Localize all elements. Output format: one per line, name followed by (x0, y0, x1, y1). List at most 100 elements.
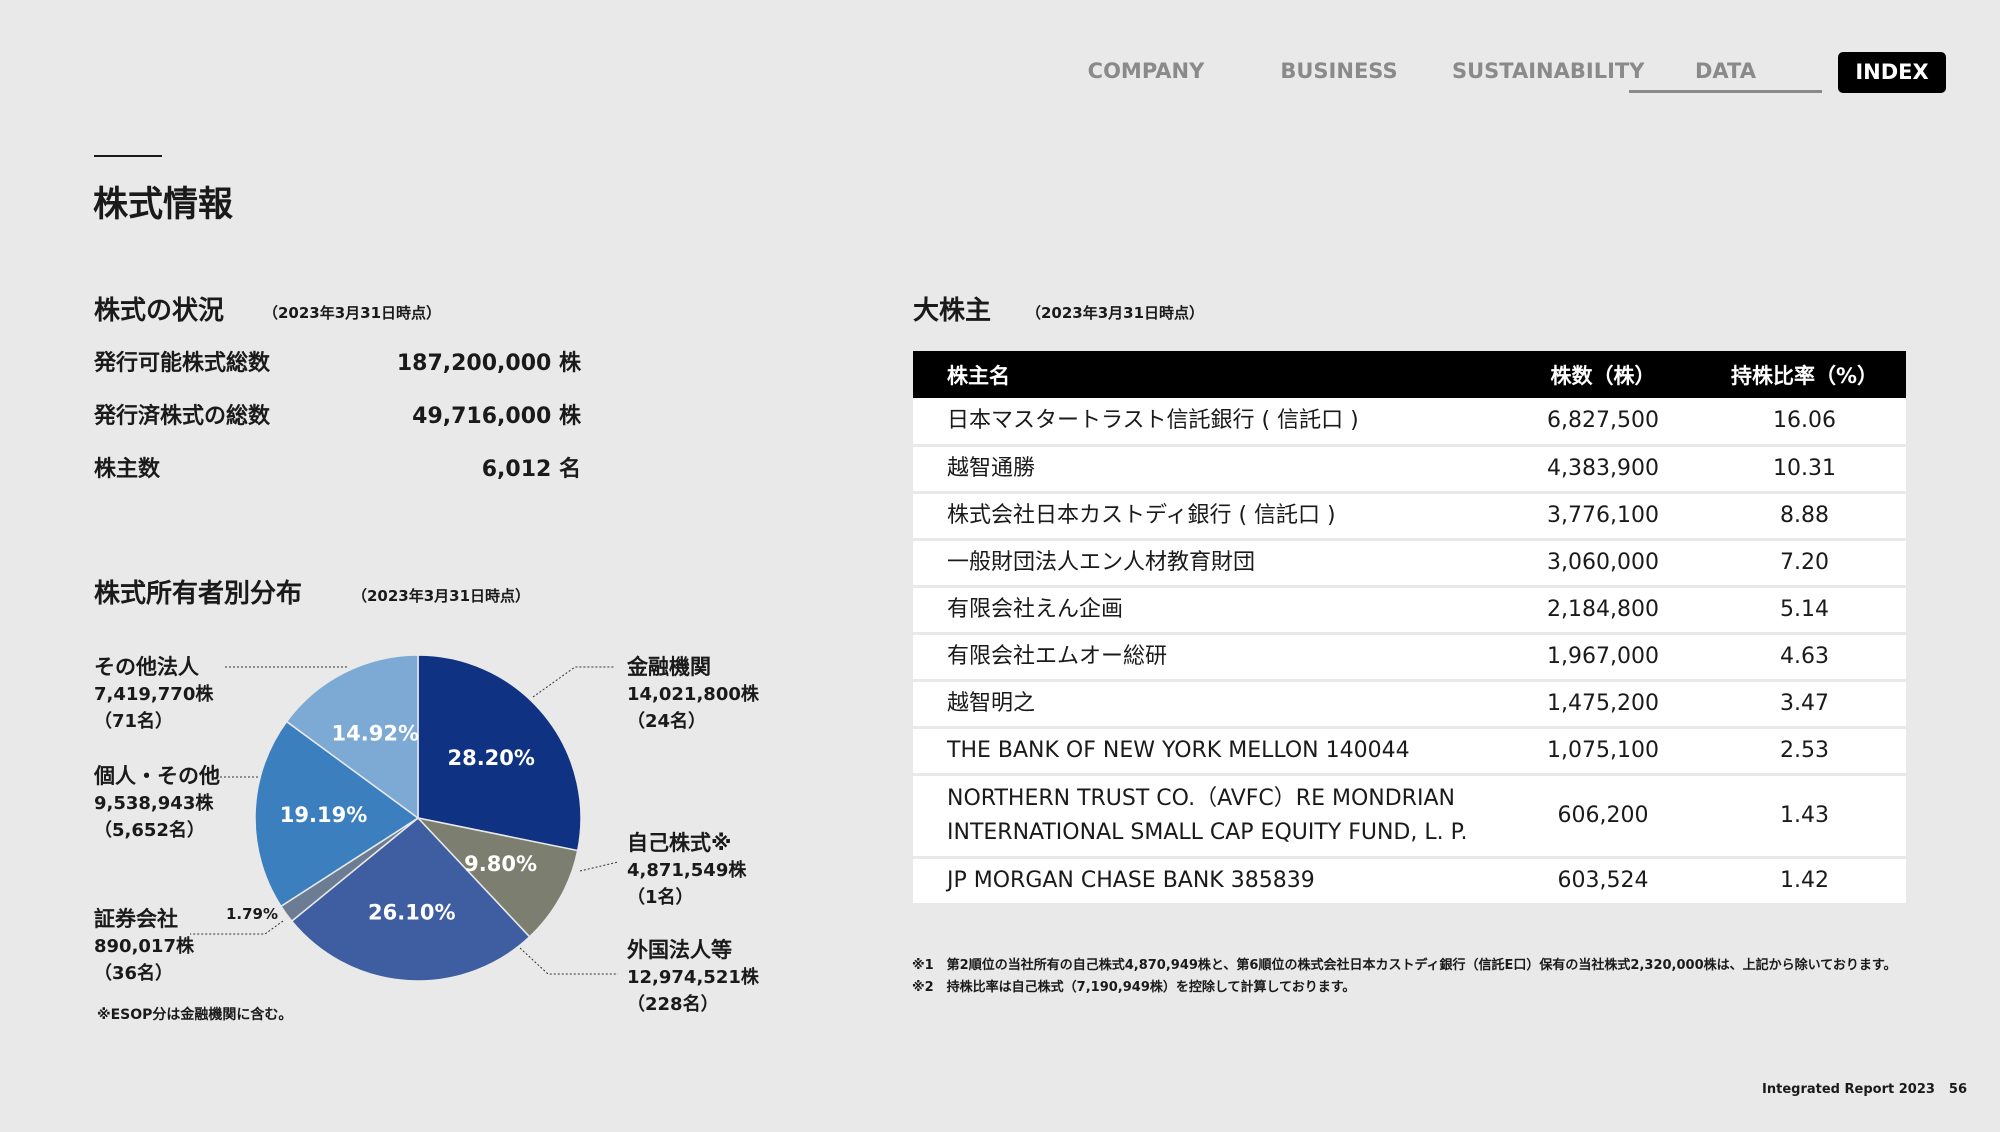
table-row: 越智明之 1,475,200 3.47 (913, 680, 1906, 729)
nav-sustainability[interactable]: SUSTAINABILITY (1452, 59, 1645, 83)
table-row: NORTHERN TRUST CO.（AVFC）RE MONDRIAN INTE… (913, 774, 1906, 859)
segment-shares: 4,871,549株 (627, 860, 747, 881)
pie-pct-label: 26.10% (368, 900, 455, 924)
shareholder-shares: 2,184,800 (1503, 586, 1703, 635)
label-financial: 金融機関 14,021,800株 （24名） (627, 654, 759, 735)
shareholder-shares: 1,475,200 (1503, 680, 1703, 729)
status-label: 発行済株式の総数 (94, 404, 271, 429)
shareholder-shares: 606,200 (1503, 774, 1703, 859)
table-row: THE BANK OF NEW YORK MELLON 140044 1,075… (913, 727, 1906, 776)
table-row: 一般財団法人エン人材教育財団 3,060,000 7.20 (913, 539, 1906, 588)
shareholder-name: JP MORGAN CHASE BANK 385839 (913, 857, 1503, 906)
leader-line (190, 920, 284, 935)
segment-shares: 14,021,800株 (627, 684, 759, 705)
leader-line (519, 947, 618, 975)
nav-index-button[interactable]: INDEX (1838, 52, 1946, 93)
segment-shares: 890,017株 (94, 936, 194, 957)
major-shareholders-table: 株主名 株数（株） 持株比率（%） 日本マスタートラスト信託銀行 ( 信託口 )… (913, 351, 1906, 906)
top-nav: COMPANY BUSINESS SUSTAINABILITY DATA IND… (1080, 52, 1950, 94)
shareholder-ratio: 5.14 (1703, 586, 1906, 635)
esop-note: ※ESOP分は金融機関に含む。 (97, 1007, 293, 1023)
distribution-date: （2023年3月31日時点） (352, 587, 531, 605)
table-notes: ※1 第2順位の当社所有の自己株式4,870,949株と、第6順位の株式会社日本… (912, 955, 1897, 999)
shareholder-ratio: 4.63 (1703, 633, 1906, 682)
status-label: 発行可能株式総数 (94, 351, 271, 376)
shareholder-name: 一般財団法人エン人材教育財団 (913, 539, 1503, 588)
segment-shares: 9,538,943株 (94, 793, 214, 814)
shareholder-ratio: 8.88 (1703, 492, 1906, 541)
shareholder-shares: 4,383,900 (1503, 445, 1703, 494)
segment-shares: 12,974,521株 (627, 967, 759, 988)
stock-status-date: （2023年3月31日時点） (263, 304, 442, 322)
segment-shares: 7,419,770株 (94, 684, 214, 705)
segment-holders: （24名） (627, 711, 707, 732)
note-1: ※1 第2順位の当社所有の自己株式4,870,949株と、第6順位の株式会社日本… (912, 958, 1897, 973)
shareholder-ratio: 2.53 (1703, 727, 1906, 776)
col-header-shares: 株数（株） (1503, 351, 1703, 398)
shareholder-shares: 603,524 (1503, 857, 1703, 906)
status-row: 株主数 6,012 名 (94, 451, 584, 504)
shareholder-name: 有限会社エムオー総研 (913, 633, 1503, 682)
stock-status-title: 株式の状況 (94, 296, 225, 326)
table-row: 日本マスタートラスト信託銀行 ( 信託口 ) 6,827,500 16.06 (913, 398, 1906, 447)
pie-pct-label: 19.19% (280, 803, 367, 827)
major-title: 大株主 (913, 296, 992, 326)
leader-line (532, 666, 615, 698)
table-header-row: 株主名 株数（株） 持株比率（%） (913, 351, 1906, 398)
col-header-ratio: 持株比率（%） (1703, 351, 1906, 398)
shareholder-shares: 1,075,100 (1503, 727, 1703, 776)
segment-name: 個人・その他 (94, 764, 220, 788)
status-value: 49,716,000 株 (412, 404, 581, 429)
nav-data[interactable]: DATA (1629, 52, 1822, 93)
segment-holders: （36名） (94, 963, 174, 984)
label-securities: 証券会社 890,017株 （36名） (94, 906, 194, 987)
shareholder-ratio: 10.31 (1703, 445, 1906, 494)
major-date: （2023年3月31日時点） (1026, 304, 1205, 322)
segment-holders: （228名） (627, 994, 719, 1015)
table-row: JP MORGAN CHASE BANK 385839 603,524 1.42 (913, 857, 1906, 906)
shareholder-shares: 6,827,500 (1503, 398, 1703, 447)
segment-name: 外国法人等 (627, 938, 732, 962)
label-foreign: 外国法人等 12,974,521株 （228名） (627, 937, 759, 1018)
nav-business[interactable]: BUSINESS (1280, 59, 1398, 83)
page-title: 株式情報 (93, 185, 234, 225)
shareholder-ratio: 7.20 (1703, 539, 1906, 588)
shareholder-name: 越智明之 (913, 680, 1503, 729)
distribution-title: 株式所有者別分布 (94, 579, 303, 609)
shareholder-name: 越智通勝 (913, 445, 1503, 494)
status-label: 株主数 (94, 457, 161, 482)
slice-foreign (290, 816, 531, 982)
label-individuals: 個人・その他 9,538,943株 （5,652名） (94, 763, 220, 844)
segment-holders: （71名） (94, 711, 174, 732)
stock-status-list: 発行可能株式総数 187,200,000 株 発行済株式の総数 49,716,0… (94, 345, 584, 504)
shareholder-name: 日本マスタートラスト信託銀行 ( 信託口 ) (913, 398, 1503, 447)
leader-line (579, 861, 619, 872)
label-other-corps: その他法人 7,419,770株 （71名） (94, 654, 213, 735)
shareholder-shares: 3,776,100 (1503, 492, 1703, 541)
table-row: 有限会社エムオー総研 1,967,000 4.63 (913, 633, 1906, 682)
shareholder-ratio: 3.47 (1703, 680, 1906, 729)
segment-holders: （1名） (627, 887, 694, 908)
footer: Integrated Report 2023 56 (1762, 1082, 1967, 1097)
segment-name: その他法人 (94, 655, 199, 679)
slice-individuals (254, 720, 420, 908)
status-value: 6,012 名 (481, 457, 581, 482)
slice-financial (417, 654, 582, 852)
nav-company[interactable]: COMPANY (1087, 59, 1205, 83)
shareholder-name: 有限会社えん企画 (913, 586, 1503, 635)
status-row: 発行済株式の総数 49,716,000 株 (94, 398, 584, 451)
shareholder-name: 株式会社日本カストディ銀行 ( 信託口 ) (913, 492, 1503, 541)
col-header-name: 株主名 (913, 351, 1503, 398)
shareholder-ratio: 16.06 (1703, 398, 1906, 447)
shareholder-shares: 3,060,000 (1503, 539, 1703, 588)
label-treasury: 自己株式※ 4,871,549株 （1名） (627, 830, 746, 911)
title-rule (94, 155, 162, 157)
table-row: 越智通勝 4,383,900 10.31 (913, 445, 1906, 494)
pie-pct-label: 9.80% (464, 852, 537, 876)
shareholder-name-line2: INTERNATIONAL SMALL CAP EQUITY FUND, L. … (947, 819, 1468, 845)
segment-holders: （5,652名） (94, 820, 205, 841)
table-row: 有限会社えん企画 2,184,800 5.14 (913, 586, 1906, 635)
report-name: Integrated Report 2023 (1762, 1082, 1935, 1097)
page-number: 56 (1948, 1082, 1967, 1097)
